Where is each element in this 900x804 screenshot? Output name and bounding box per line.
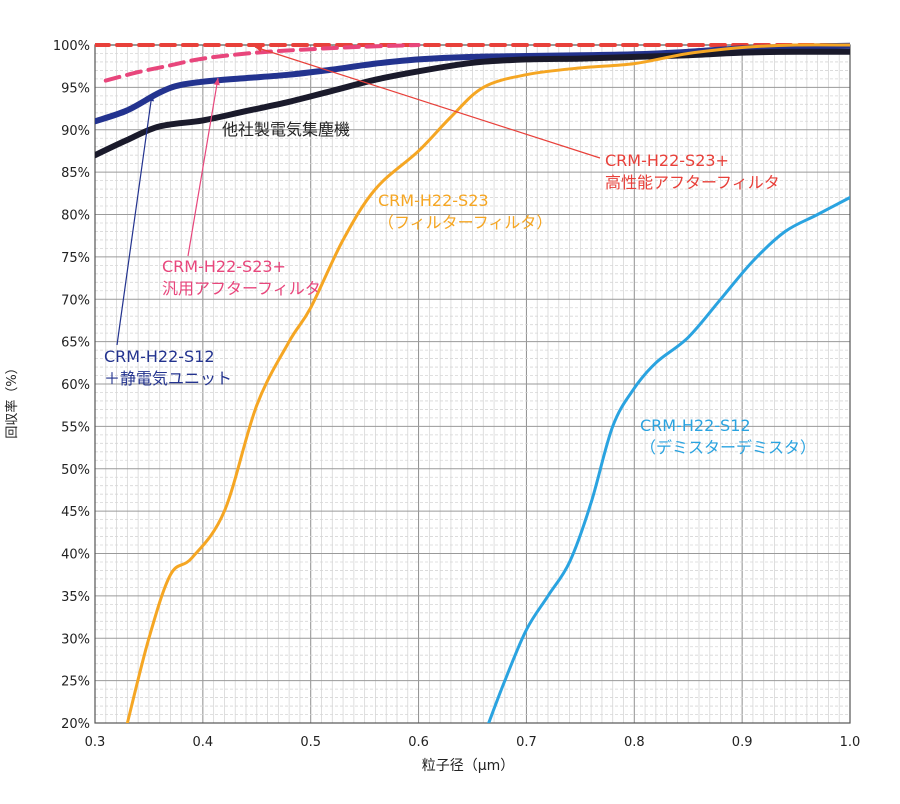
series-line-demister <box>487 196 850 723</box>
x-tick-label: 1.0 <box>840 735 861 750</box>
series-label-competitor: 他社製電気集塵機 <box>222 120 350 139</box>
y-tick-label: 75% <box>61 251 90 266</box>
series-label-high_perf_filter: CRM-H22-S23+ <box>605 151 729 170</box>
series-label-general_filter: CRM-H22-S23+ <box>162 257 286 276</box>
y-tick-label: 65% <box>61 336 90 351</box>
series-label-filter_filter: （フィルターフィルタ） <box>378 213 552 232</box>
x-tick-label: 0.3 <box>85 735 106 750</box>
x-tick-label: 0.4 <box>193 735 214 750</box>
series-label-high_perf_filter: 高性能アフターフィルタ <box>605 173 780 192</box>
y-tick-label: 100% <box>53 39 90 54</box>
label-layer: CRM-H22-S23+ 高性能アフターフィルタ CRM-H22-S23+ 汎用アフタ… <box>104 46 816 457</box>
y-tick-label: 25% <box>61 675 90 690</box>
y-tick-label: 20% <box>61 717 90 732</box>
pointer-arrowhead-general_filter <box>213 78 220 86</box>
y-axis-title: 回収率（%） <box>4 361 20 438</box>
y-tick-label: 85% <box>61 166 90 181</box>
y-tick-label: 45% <box>61 505 90 520</box>
y-tick-label: 50% <box>61 463 90 478</box>
axis-layer: 20% 25% 30% 35% 40% 45% 50% 55% 60% 65% 70% 75% 80% 8… <box>53 39 861 750</box>
y-tick-label: 90% <box>61 124 90 139</box>
pointer-arrowhead-electrostatic_unit <box>148 94 155 102</box>
y-tick-label: 55% <box>61 420 90 435</box>
pointer-arrowhead-high_perf_filter <box>255 46 263 52</box>
x-tick-label: 0.9 <box>732 735 753 750</box>
pointer-line-electrostatic_unit <box>116 93 153 346</box>
series-line-general_filter <box>103 43 421 83</box>
series-label-demister: CRM-H22-S12 <box>640 416 751 435</box>
pointer-line-high_perf_filter <box>254 46 601 159</box>
series-label-demister: （デミスターデミスタ） <box>640 438 816 457</box>
y-tick-label: 40% <box>61 548 90 563</box>
x-tick-label: 0.7 <box>516 735 537 750</box>
y-tick-label: 70% <box>61 293 90 308</box>
series-line-competitor <box>95 48 850 159</box>
y-tick-label: 95% <box>61 81 90 96</box>
x-tick-label: 0.5 <box>300 735 321 750</box>
y-tick-label: 80% <box>61 209 90 224</box>
series-label-electrostatic_unit: CRM-H22-S12 <box>104 347 215 366</box>
x-tick-label: 0.6 <box>408 735 429 750</box>
x-axis-title: 粒子径（μm） <box>422 758 515 774</box>
series-label-electrostatic_unit: ＋静電気ユニット <box>104 369 232 388</box>
series-label-filter_filter: CRM-H22-S23 <box>378 191 489 210</box>
grid-layer <box>94 44 851 724</box>
pointer-line-general_filter <box>187 77 219 257</box>
x-tick-label: 0.8 <box>624 735 645 750</box>
y-tick-label: 35% <box>61 590 90 605</box>
y-tick-label: 60% <box>61 378 90 393</box>
series-group <box>95 42 850 723</box>
y-tick-label: 30% <box>61 632 90 647</box>
series-line-filter_filter <box>125 43 850 723</box>
series-layer <box>95 42 850 723</box>
series-label-general_filter: 汎用アフターフィルタ <box>162 279 321 298</box>
